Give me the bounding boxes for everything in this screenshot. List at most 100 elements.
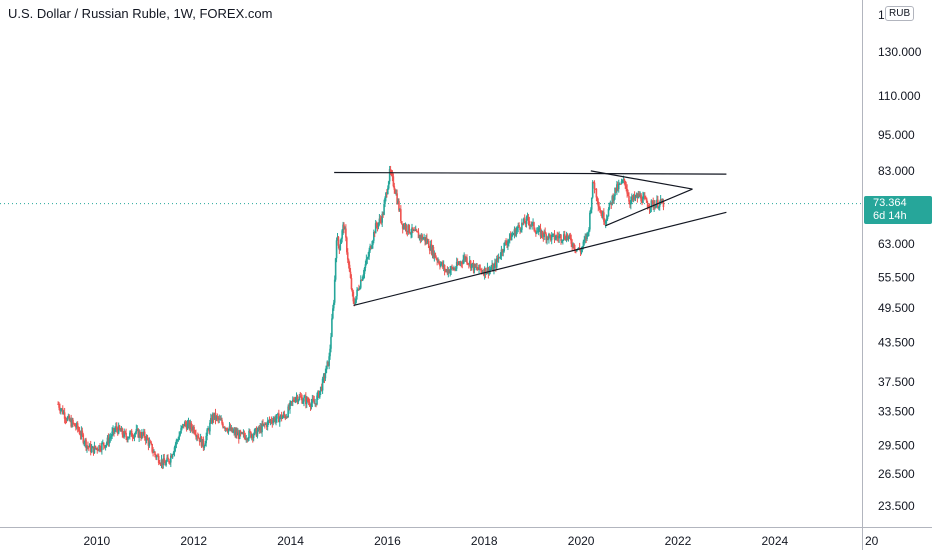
candle-body — [284, 415, 287, 419]
candle-body — [449, 270, 451, 274]
candle-body — [171, 454, 174, 458]
candle-body — [338, 245, 341, 251]
candle-body — [427, 240, 430, 249]
candle-body — [485, 272, 488, 275]
candle-body — [258, 426, 261, 430]
candle-body — [602, 212, 604, 218]
candle-body — [191, 427, 194, 431]
candle-body — [415, 229, 418, 232]
candle-body — [231, 427, 234, 433]
candle-body — [556, 235, 559, 238]
candle-body — [131, 436, 134, 438]
triangle-upper-trendline — [590, 170, 693, 190]
candle-body — [606, 216, 609, 220]
candle-body — [568, 234, 571, 237]
candle-body — [645, 198, 648, 203]
candle-body — [463, 256, 465, 260]
candle-body — [109, 437, 112, 439]
candle-body — [89, 444, 92, 453]
candle-body — [183, 422, 186, 427]
candle-body — [634, 196, 637, 199]
candle-body — [151, 443, 153, 452]
candle-body — [239, 431, 242, 434]
candle-body — [102, 442, 105, 446]
candle-body — [336, 236, 339, 241]
price-tick-label: 110.000 — [878, 89, 921, 103]
candle-body — [173, 447, 176, 453]
candle-body — [167, 457, 169, 460]
candle-body — [345, 228, 347, 238]
candle-body — [560, 234, 562, 241]
candle-body — [129, 430, 132, 433]
candle-body — [329, 348, 331, 357]
candle-body — [562, 239, 564, 241]
candle-body — [64, 418, 67, 420]
candle-body — [426, 238, 428, 243]
candle-body — [271, 421, 274, 424]
candle-body — [431, 247, 434, 254]
candle-body — [571, 243, 573, 247]
candle-body — [346, 252, 349, 260]
currency-badge[interactable]: RUB — [885, 6, 915, 21]
candle-body — [598, 206, 600, 209]
candle-body — [106, 437, 109, 444]
candle-body — [238, 431, 241, 439]
candle-body — [508, 239, 510, 243]
candle-body — [335, 240, 338, 259]
candle-body — [227, 428, 230, 432]
candle-body — [356, 289, 358, 297]
candle-body — [633, 194, 636, 199]
candle-body — [622, 178, 625, 181]
candle-body — [325, 365, 328, 374]
candle-body — [288, 406, 290, 410]
candle-body — [552, 233, 555, 235]
candle-body — [539, 228, 542, 237]
candle-body — [540, 230, 543, 237]
candle-body — [225, 427, 228, 431]
candle-body — [427, 240, 429, 243]
candle-body — [489, 269, 492, 271]
candle-body — [629, 201, 631, 205]
candle-body — [454, 268, 456, 270]
candle-body — [160, 459, 163, 464]
candle-body — [404, 225, 407, 229]
candle-body — [516, 228, 519, 231]
candle-body — [339, 243, 342, 251]
candle-body — [199, 436, 202, 443]
candle-body — [224, 427, 227, 429]
candle-body — [527, 216, 530, 222]
candle-body — [318, 391, 320, 398]
candle-body — [615, 187, 617, 192]
candle-body — [500, 249, 503, 257]
price-tick-label: 95.000 — [878, 128, 915, 142]
candle-body — [536, 231, 539, 233]
candle-body — [487, 267, 490, 274]
candle-body — [408, 224, 411, 233]
chart-title: U.S. Dollar / Russian Ruble, 1W, FOREX.c… — [8, 6, 273, 21]
candle-body — [87, 445, 89, 447]
candle-body — [362, 273, 365, 277]
candle-body — [652, 201, 655, 208]
candle-body — [126, 437, 128, 441]
candle-body — [351, 289, 354, 293]
candle-body — [375, 223, 378, 226]
candle-body — [523, 218, 526, 224]
candle-body — [120, 428, 123, 432]
candle-body — [232, 431, 234, 433]
candle-body — [662, 200, 665, 208]
candle-body — [627, 193, 629, 196]
candle-body — [414, 229, 417, 231]
candle-body — [320, 386, 323, 391]
candle-body — [327, 361, 329, 366]
candle-body — [224, 427, 226, 429]
candle-body — [656, 199, 658, 205]
candle-body — [249, 430, 251, 432]
candle-body — [349, 271, 352, 278]
candle-body — [504, 241, 506, 243]
candle-body — [386, 192, 388, 195]
candle-body — [649, 207, 652, 210]
candle-body — [237, 432, 240, 439]
candle-body — [158, 462, 161, 464]
candle-body — [346, 237, 348, 253]
